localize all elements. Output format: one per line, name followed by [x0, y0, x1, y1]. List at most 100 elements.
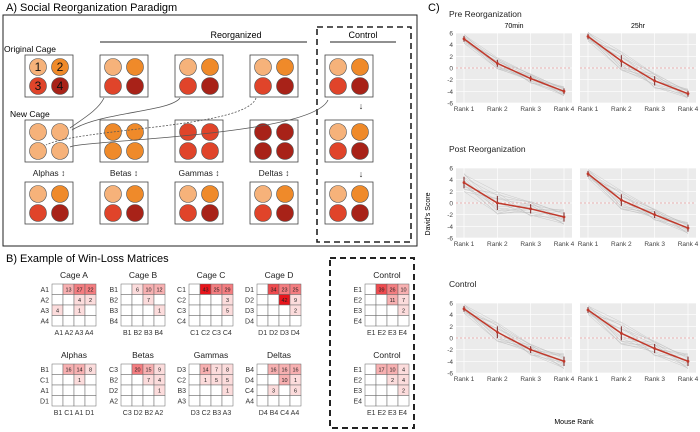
mouse-circle: [104, 204, 122, 222]
matrix-cell-value: 25: [292, 288, 298, 294]
mouse-circle: [351, 185, 369, 203]
matrix-cell: [120, 374, 133, 386]
mouse-circle: [254, 58, 272, 76]
matrix-cell: [142, 315, 155, 327]
matrix-row-label: D1: [245, 287, 254, 294]
matrix-title: Cage C: [197, 270, 226, 280]
control-label: Control: [348, 30, 377, 40]
matrix-cell-value: 5: [226, 309, 229, 315]
x-tick-label: Rank 1: [454, 376, 475, 383]
matrix-cell: [364, 363, 377, 375]
mean-point: [462, 37, 466, 41]
group-labels: Alphas ↕ Betas ↕ Gammas ↕ Deltas ↕: [33, 168, 290, 178]
cage-number: 1: [35, 60, 42, 74]
matrix-cell: [73, 315, 86, 327]
matrix-cell: [84, 304, 97, 316]
matrix-row-label: D1: [40, 399, 49, 406]
matrix-title: Control: [373, 270, 401, 280]
matrix-cell: [267, 374, 280, 386]
matrix-cell: [131, 304, 144, 316]
mouse-circle: [329, 185, 347, 203]
mouse-circle: [351, 58, 369, 76]
matrix-cell-value: 6: [294, 389, 297, 395]
matrix-cell-value: 42: [281, 298, 287, 304]
mouse-circle: [351, 77, 369, 95]
transfer-arrow: [69, 97, 105, 129]
control-dashed-box: [316, 26, 412, 243]
mouse-circle: [351, 123, 369, 141]
matrix-title: Cage A: [60, 270, 88, 280]
y-tick-label: 0: [449, 201, 453, 208]
x-tick-label: Rank 1: [578, 376, 599, 383]
matrix-cell: [51, 384, 64, 396]
y-tick-label: 6: [449, 31, 453, 38]
x-tick-label: Rank 1: [454, 241, 475, 248]
matrix-cell: [199, 315, 212, 327]
individual-trajectory: [587, 309, 689, 355]
mouse-circle: [276, 204, 294, 222]
x-tick-label: Rank 3: [520, 241, 541, 248]
mean-line: [463, 38, 565, 93]
matrix-cell: [375, 374, 388, 386]
matrix-cell: [256, 384, 269, 396]
panel-a-frame: [2, 14, 418, 247]
matrix-cell: [364, 374, 377, 386]
y-tick-label: -6: [447, 371, 453, 378]
individual-trajectory: [463, 38, 565, 87]
matrix-row-label: E3: [353, 308, 362, 315]
matrix-cell-value: 1: [204, 378, 207, 384]
individual-trajectory: [463, 191, 565, 225]
y-tick-label: -4: [447, 224, 453, 231]
matrix-row-label: D4: [245, 319, 254, 326]
x-tick-label: Rank 4: [678, 106, 699, 113]
individual-trajectory: [587, 40, 689, 94]
x-tick-label: Rank 2: [611, 376, 632, 383]
x-tick-label: Rank 3: [644, 376, 665, 383]
matrix-cell-value: 12: [156, 288, 162, 294]
transfer-arrow: [69, 99, 329, 148]
matrix-row-label: D4: [245, 378, 254, 385]
matrix-cell: [256, 294, 269, 306]
mouse-circle: [51, 123, 69, 141]
matrix-cell: [199, 384, 212, 396]
mean-point: [619, 59, 623, 63]
matrix-cell-value: 2: [89, 298, 92, 304]
group-label: Deltas ↕: [259, 168, 290, 178]
mouse-circle: [29, 204, 47, 222]
matrix-cell: [188, 283, 201, 295]
individual-trajectory: [587, 173, 689, 223]
matrix-row-label: E1: [353, 287, 362, 294]
mouse-circle: [201, 185, 219, 203]
mouse-circle: [179, 77, 197, 95]
mean-line: [587, 35, 689, 95]
control-down-arrows: ↓ ↓: [359, 101, 364, 179]
matrix-col-labels: C3 D2 B2 A2: [123, 410, 164, 417]
matrix-row-label: C3: [177, 308, 186, 315]
mouse-circle: [179, 142, 197, 160]
x-tick-label: Rank 3: [520, 106, 541, 113]
matrix-cell-value: 3: [272, 389, 275, 395]
matrix-cell: [120, 395, 133, 407]
matrix-cell-value: 9: [158, 368, 161, 374]
mouse-circle: [104, 185, 122, 203]
x-tick-label: Rank 4: [554, 106, 575, 113]
mouse-circle: [104, 58, 122, 76]
mouse-circle: [276, 77, 294, 95]
matrix-title: Cage B: [129, 270, 158, 280]
y-tick-label: 4: [449, 42, 453, 49]
panel-c: C) David's Score Mouse Rank 70min 25hr P…: [425, 2, 699, 426]
matrix-row-label: E4: [353, 399, 362, 406]
mean-point: [686, 359, 690, 363]
mouse-circle: [254, 142, 272, 160]
matrix-row-label: E1: [353, 367, 362, 374]
original-cage-label: Original Cage: [4, 44, 56, 54]
x-tick-label: Rank 4: [678, 376, 699, 383]
matrix-cell: [375, 304, 388, 316]
matrix-cell: [188, 395, 201, 407]
mouse-circle: [329, 77, 347, 95]
y-tick-label: 0: [449, 66, 453, 73]
mouse-circle: [179, 204, 197, 222]
y-tick-label: -6: [447, 236, 453, 243]
matrix-cell: [142, 395, 155, 407]
